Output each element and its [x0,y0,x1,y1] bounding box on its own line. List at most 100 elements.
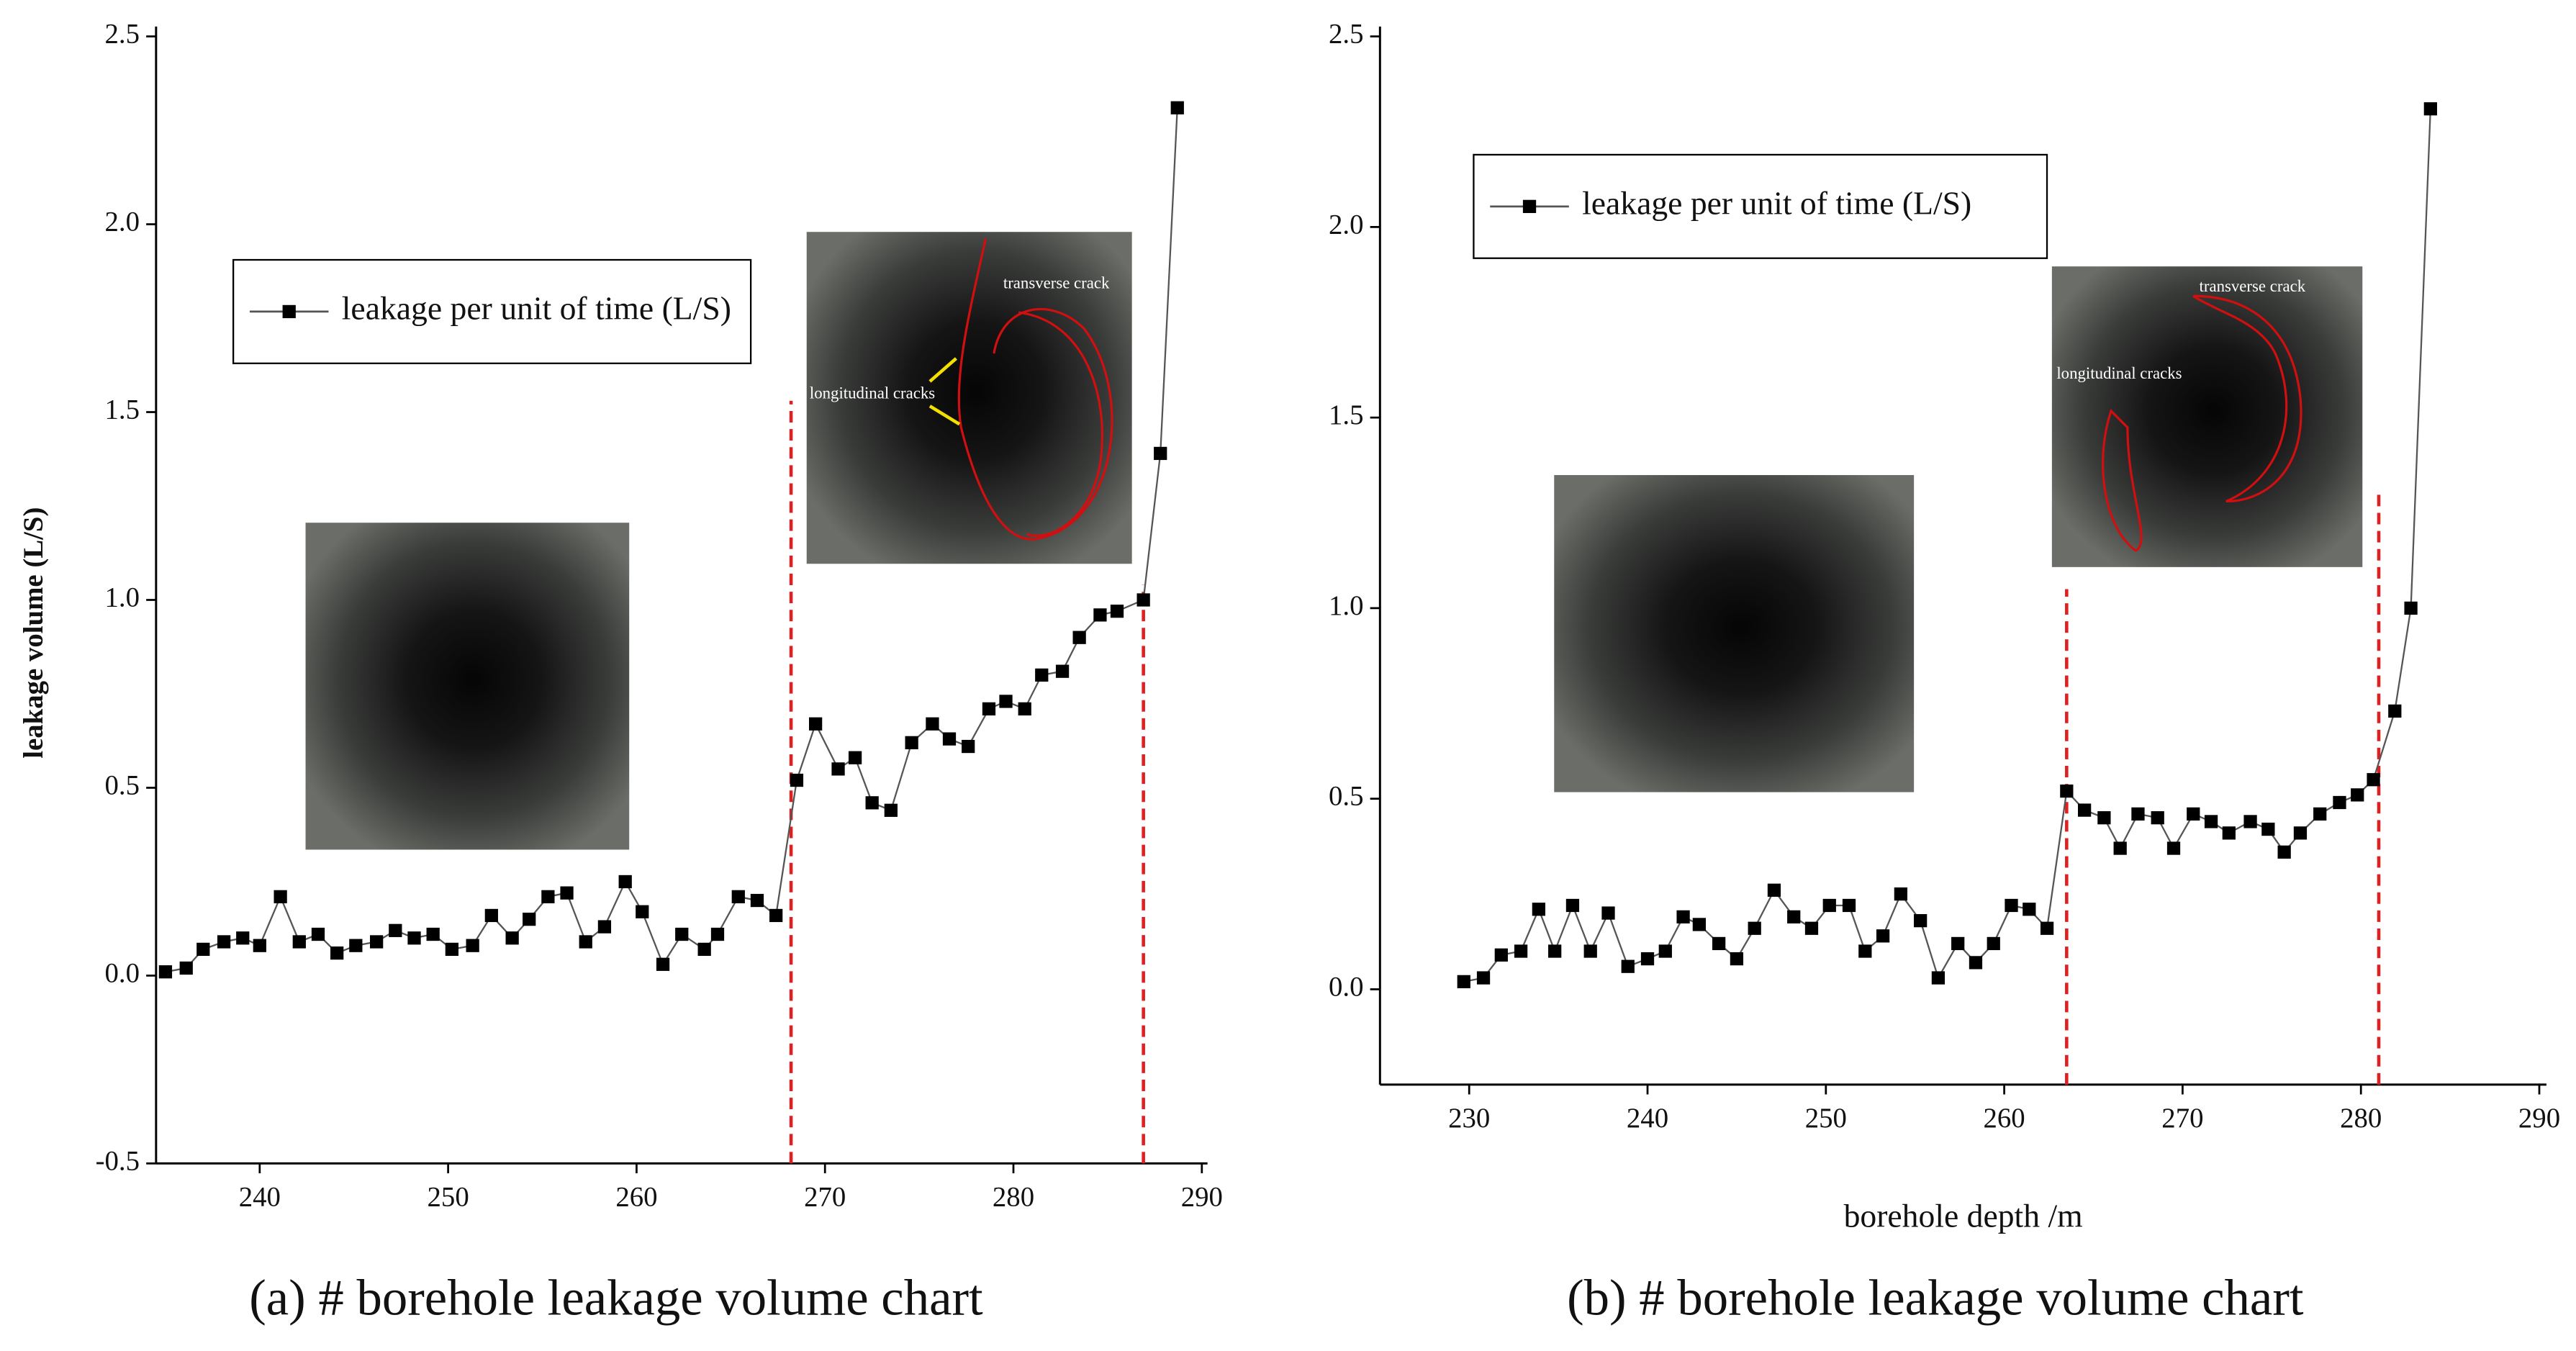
data-point [982,702,996,715]
data-point [179,961,193,975]
data-point [426,927,440,941]
data-point [942,732,957,746]
legend-label: leakage per unit of time (L/S) [1582,184,1971,221]
data-point [618,875,632,889]
data-point [484,908,498,923]
data-point [2243,815,2257,828]
data-point [831,762,845,776]
data-point [884,803,898,817]
data-point [579,935,592,949]
data-point [2060,784,2074,798]
data-point [217,935,231,949]
data-point [865,796,879,810]
data-point [731,890,745,903]
data-point [2023,903,2036,916]
data-point [1931,971,1945,985]
photo-annotation: longitudinal cracks [2056,364,2182,382]
data-point [926,717,939,731]
data-point [2187,807,2200,821]
data-point [2131,807,2145,821]
data-point [2204,815,2218,828]
data-point [1565,898,1580,913]
data-point [2097,811,2111,825]
y-tick-label: 0.0 [1329,971,1364,1002]
data-point [1136,593,1150,607]
data-point [1692,918,1707,931]
data-point [2166,841,2181,855]
data-point [253,939,266,952]
data-point [769,908,783,923]
data-point [2005,898,2018,913]
data-point [274,890,287,903]
data-point [1876,929,1890,943]
x-tick-label: 240 [1627,1103,1668,1134]
data-point [1858,944,1872,958]
x-tick-label: 230 [1448,1103,1490,1134]
data-point [1583,944,1597,958]
data-point [1055,664,1070,678]
data-point [523,913,536,926]
crack-outline [957,238,1113,541]
data-point [1804,921,1819,935]
annotation-pointer [928,357,957,383]
data-point [1457,975,1470,989]
data-point [999,695,1013,708]
data-point [697,942,711,957]
data-point [1712,936,1726,951]
data-point [196,942,210,957]
borehole-photo [806,232,1132,564]
data-point [1987,936,2000,951]
data-point [158,965,173,979]
data-point [710,927,725,941]
x-tick-label: 260 [615,1182,657,1213]
data-point [1072,631,1086,644]
x-tick-label: 240 [239,1182,281,1213]
x-tick-label: 290 [1181,1182,1223,1213]
annotation-pointer [928,405,961,426]
x-tick-label: 260 [1984,1103,2025,1134]
data-point [330,946,344,960]
data-point [2423,102,2437,116]
data-point [1532,903,1545,916]
y-tick-label: 2.0 [105,206,140,237]
y-tick-label: 2.0 [1329,209,1364,240]
data-point [445,942,458,957]
data-point [2222,826,2236,840]
data-point [2040,921,2054,935]
legend-box [1473,153,2048,259]
data-point [848,751,862,764]
photo-annotation: transverse crack [1003,274,1110,292]
data-point [2077,803,2092,817]
data-point [656,957,670,971]
data-point [2277,845,2291,859]
y-tick-label: 1.5 [1329,399,1364,430]
data-point [292,935,306,949]
y-tick-label: 2.5 [1329,19,1364,50]
photo-annotation: transverse crack [2200,277,2306,295]
data-point [2351,788,2364,802]
caption: (a) # borehole leakage volume chart [249,1270,983,1327]
borehole-photo [2051,266,2363,567]
data-point [2313,807,2327,821]
borehole-photo [305,523,630,850]
data-point [636,905,649,918]
data-point [1018,702,1031,715]
chart-panel: transverse crack longitudinal cracks 0.0 0.… [1329,19,2560,1327]
caption: (b) # borehole leakage volume chart [1567,1270,2304,1327]
x-tick-label: 290 [2518,1103,2560,1134]
data-point [2113,841,2127,855]
data-point [349,939,363,952]
data-point [1154,446,1167,461]
data-point [466,939,479,952]
data-point [1894,887,1908,901]
x-tick-label: 250 [1805,1103,1847,1134]
data-point [370,935,384,949]
data-point [1494,948,1508,962]
x-tick-label: 270 [804,1182,846,1213]
x-tick-label: 250 [428,1182,469,1213]
data-point [1914,914,1928,928]
y-tick-label: 0.5 [105,769,140,800]
legend-label: leakage per unit of time (L/S) [342,289,731,326]
y-axis-label: leakage volume (L/S) [18,507,49,759]
